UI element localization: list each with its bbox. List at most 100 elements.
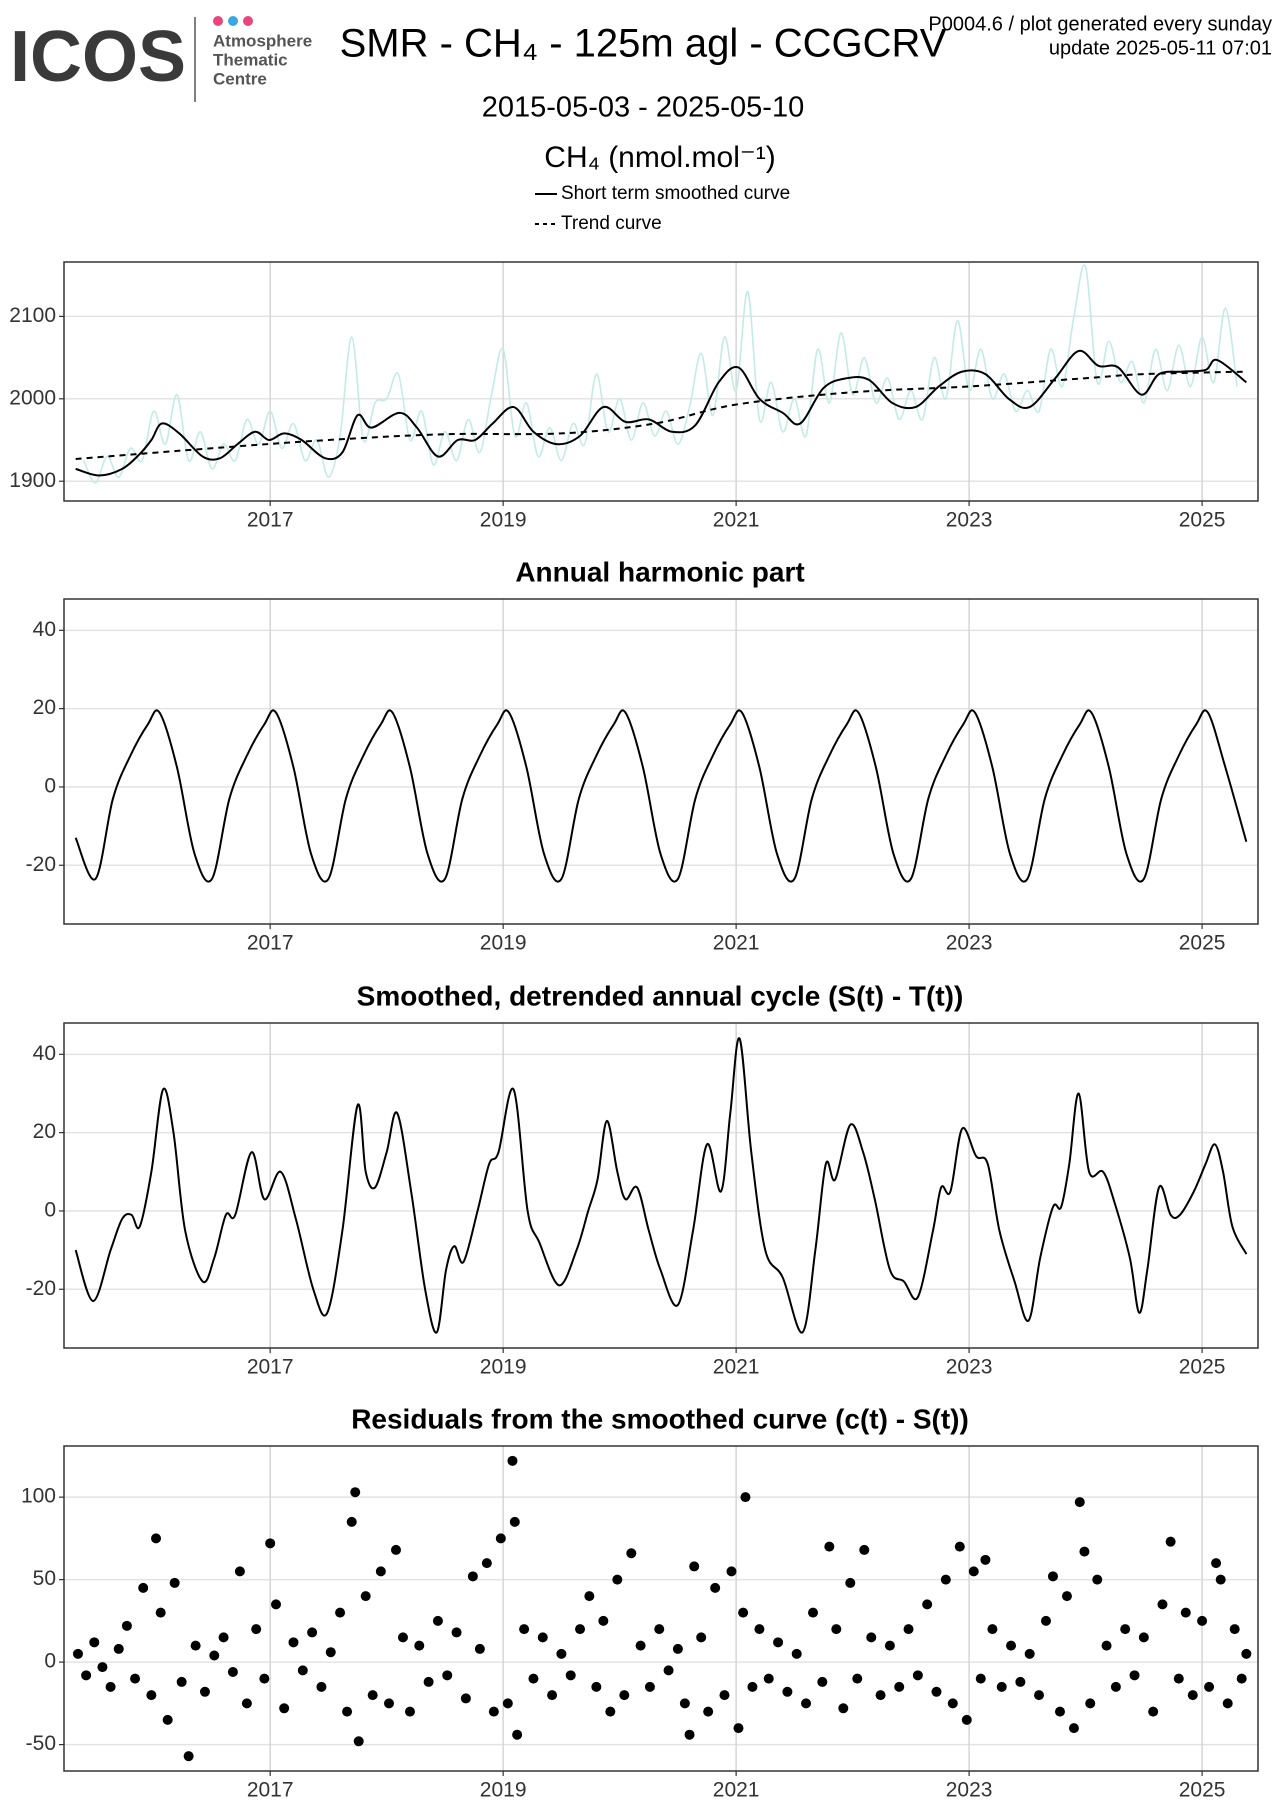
point (155, 1607, 166, 1618)
point (612, 1574, 623, 1585)
plot-border (63, 598, 1259, 925)
point (719, 1690, 730, 1701)
point (1157, 1599, 1168, 1610)
point (996, 1681, 1007, 1692)
point (598, 1615, 609, 1626)
point (265, 1538, 276, 1549)
x-tick-label: 2021 (713, 1779, 760, 1800)
point (710, 1582, 721, 1593)
point (875, 1690, 886, 1701)
point (350, 1487, 361, 1498)
panel-title: Smoothed, detrended annual cycle (S(t) -… (357, 980, 964, 1011)
point (423, 1676, 434, 1687)
note: update 2025-05-11 07:01 (1049, 37, 1272, 59)
point (754, 1624, 765, 1635)
x-tick-label: 2021 (713, 932, 760, 955)
point (162, 1714, 173, 1725)
point (502, 1698, 513, 1709)
point (1211, 1558, 1222, 1569)
y-axis-label: CH₄ (nmol.mol⁻¹) (544, 141, 775, 174)
point (931, 1686, 942, 1697)
point (1241, 1648, 1252, 1659)
point (635, 1640, 646, 1651)
point (1110, 1681, 1121, 1692)
y-tick-label: 40 (33, 618, 56, 641)
point (791, 1648, 802, 1659)
point (507, 1455, 518, 1466)
x-tick-label: 2025 (1179, 1356, 1226, 1379)
point (663, 1665, 674, 1676)
point (121, 1620, 132, 1631)
point (903, 1624, 914, 1635)
point (845, 1577, 856, 1588)
y-tick-label: -50 (26, 1732, 56, 1755)
point (130, 1673, 141, 1684)
point (726, 1566, 737, 1577)
point (747, 1681, 758, 1692)
title: SMR - CH₄ - 125m agl - CCGCRV (340, 22, 947, 66)
point (528, 1673, 539, 1684)
point (251, 1624, 262, 1635)
point (1215, 1574, 1226, 1585)
point (565, 1670, 576, 1681)
y-tick-label: 0 (44, 774, 56, 797)
point (575, 1624, 586, 1635)
point (773, 1637, 784, 1648)
point (912, 1670, 923, 1681)
point (151, 1533, 162, 1544)
point (987, 1624, 998, 1635)
point (169, 1577, 180, 1588)
point (738, 1607, 749, 1618)
point (1138, 1632, 1149, 1643)
point (390, 1544, 401, 1555)
x-tick-label: 2023 (946, 1356, 993, 1379)
point (271, 1599, 282, 1610)
y-tick-label: 0 (44, 1650, 56, 1673)
note: P0004.6 / plot generated every sunday (928, 13, 1272, 35)
point (689, 1561, 700, 1572)
point (146, 1690, 157, 1701)
point (113, 1643, 124, 1654)
point (703, 1706, 714, 1717)
point (584, 1591, 595, 1602)
point (297, 1665, 308, 1676)
point (852, 1673, 863, 1684)
point (975, 1673, 986, 1684)
point (1187, 1690, 1198, 1701)
point (442, 1670, 453, 1681)
point (1173, 1673, 1184, 1684)
point (89, 1637, 100, 1648)
point (1229, 1624, 1240, 1635)
plot-area (64, 1023, 1258, 1348)
logo-text: Centre (213, 69, 267, 88)
x-tick-label: 2025 (1179, 932, 1226, 955)
point (467, 1571, 478, 1582)
point (537, 1632, 548, 1643)
point (234, 1566, 245, 1577)
point (509, 1516, 520, 1527)
point (1006, 1640, 1017, 1651)
point (866, 1632, 877, 1643)
point (626, 1548, 637, 1559)
point (72, 1648, 83, 1659)
y-tick-label: 2100 (9, 304, 56, 327)
point (316, 1681, 327, 1692)
point (1015, 1676, 1026, 1687)
point (342, 1706, 353, 1717)
point (679, 1698, 690, 1709)
point (547, 1690, 558, 1701)
x-tick-label: 2021 (713, 509, 760, 532)
point (519, 1624, 530, 1635)
point (672, 1643, 683, 1654)
y-tick-label: 0 (44, 1198, 56, 1221)
point (940, 1574, 951, 1585)
point (1047, 1571, 1058, 1582)
point (1236, 1673, 1247, 1684)
point (259, 1673, 270, 1684)
point (1222, 1698, 1233, 1709)
series-line (75, 370, 1247, 460)
y-tick-label: -20 (26, 1277, 56, 1300)
x-tick-label: 2017 (247, 932, 294, 955)
point (105, 1681, 116, 1692)
